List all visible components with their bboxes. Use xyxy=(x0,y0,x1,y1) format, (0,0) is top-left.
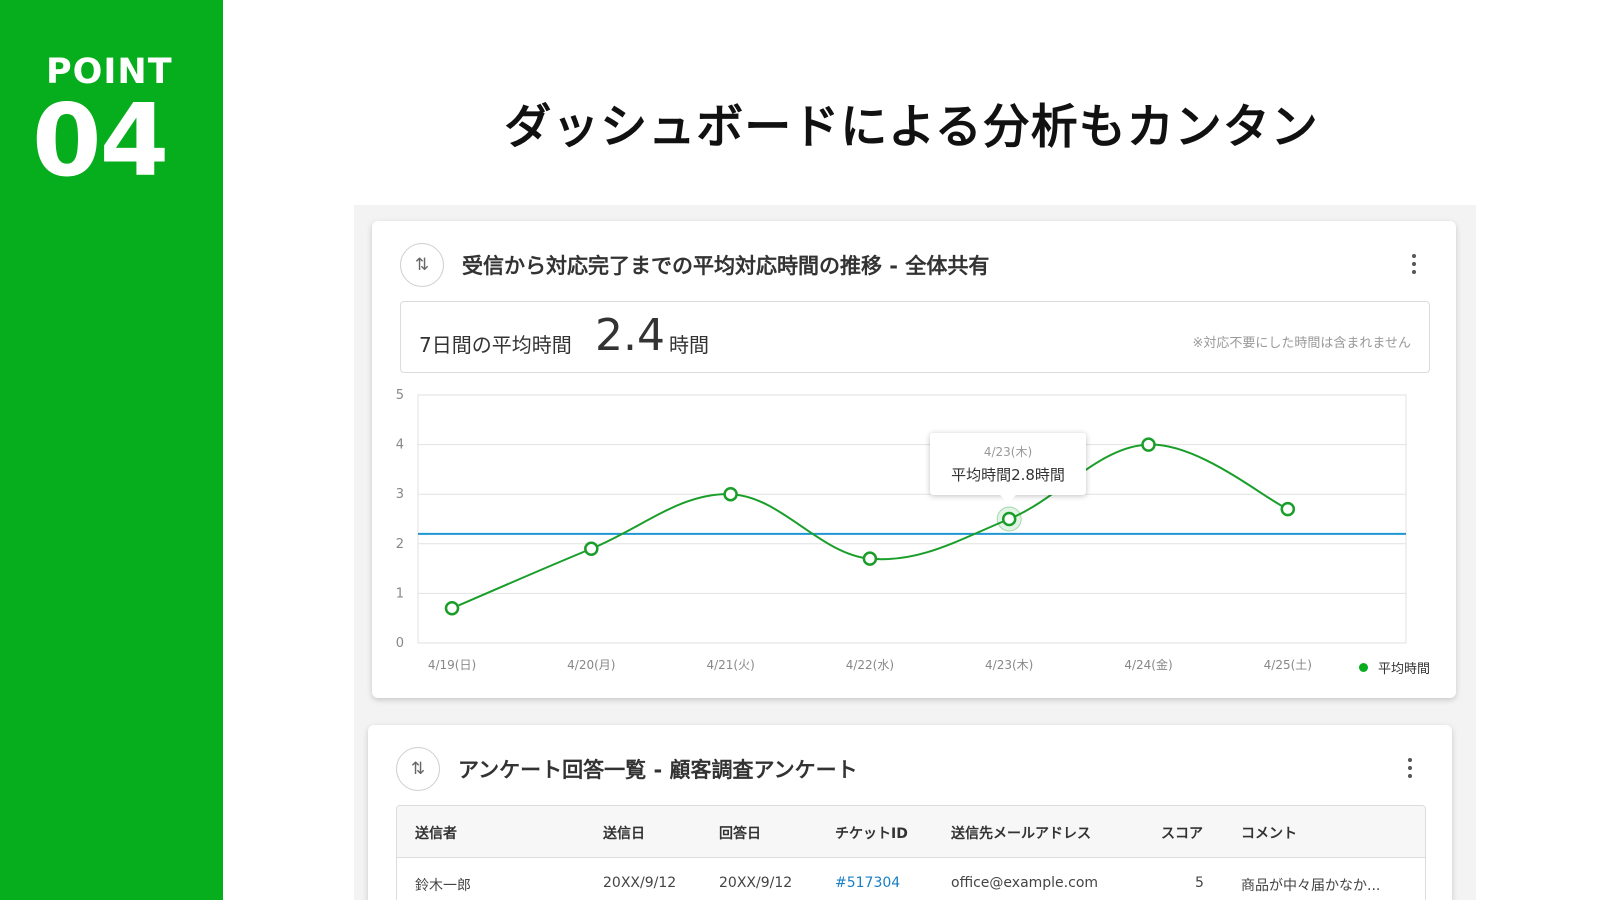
chart-tooltip: 4/23(木) 平均時間2.8時間 xyxy=(930,433,1086,503)
x-tick-label: 4/19(日) xyxy=(428,658,476,672)
point-number: 04 xyxy=(32,82,169,199)
x-tick-label: 4/21(火) xyxy=(706,658,754,672)
y-tick-label: 3 xyxy=(396,487,404,502)
summary-label: 7日間の平均時間 xyxy=(419,333,572,357)
data-point xyxy=(1141,437,1156,452)
card-header: ⇅ 受信から対応完了までの平均対応時間の推移 - 全体共有 xyxy=(400,243,989,287)
card-header: ⇅ アンケート回答一覧 - 顧客調査アンケート xyxy=(396,747,858,791)
table-header-row: 送信者 送信日 回答日 チケットID 送信先メールアドレス スコア コメント xyxy=(397,806,1425,858)
tooltip-arrow xyxy=(1000,495,1016,503)
card-title: アンケート回答一覧 - 顧客調査アンケート xyxy=(458,758,858,782)
x-tick-label: 4/22(水) xyxy=(846,658,894,672)
data-point xyxy=(862,551,878,566)
kebab-menu-icon[interactable] xyxy=(1404,755,1416,781)
column-header[interactable]: スコア xyxy=(1161,826,1203,842)
y-tick-label: 2 xyxy=(396,537,404,552)
cell-score: 5 xyxy=(1195,875,1204,891)
line-chart: 0 1 2 3 4 5 4/19(日) 4/20(月) 4/21(火) 4/22(水) 4/23(木… xyxy=(396,388,1407,672)
y-tick-label: 4 xyxy=(396,438,404,453)
y-tick-label: 5 xyxy=(396,388,404,403)
cell-sender: 鈴木一郎 xyxy=(415,878,471,894)
summary-unit: 時間 xyxy=(669,333,709,357)
point-label: POINT xyxy=(46,52,173,92)
data-point xyxy=(723,486,738,502)
column-header[interactable]: コメント xyxy=(1241,826,1297,842)
cell-email: office@example.com xyxy=(951,875,1099,891)
survey-card: ⇅ アンケート回答一覧 - 顧客調査アンケート 送信者 送信日 回答日 チケット… xyxy=(368,725,1452,900)
tooltip-value: 平均時間2.8時間 xyxy=(951,466,1065,484)
response-time-card: ⇅ 受信から対応完了までの平均対応時間の推移 - 全体共有 7日間の平均時間 2… xyxy=(372,221,1456,698)
summary-value: 2.4 xyxy=(595,310,665,361)
cell-sent-date: 20XX/9/12 xyxy=(603,875,677,891)
column-header[interactable]: チケットID xyxy=(835,826,908,842)
legend-dot xyxy=(1358,663,1368,672)
x-tick-label: 4/24(金) xyxy=(1124,657,1172,672)
legend-label: 平均時間 xyxy=(1377,662,1430,677)
column-header[interactable]: 送信先メールアドレス xyxy=(951,826,1091,842)
survey-table: 送信者 送信日 回答日 チケットID 送信先メールアドレス スコア コメント 鈴… xyxy=(396,805,1426,900)
ticket-id-link[interactable]: #517304 xyxy=(835,875,901,891)
card-title: 受信から対応完了までの平均対応時間の推移 - 全体共有 xyxy=(462,254,990,278)
summary-note: ※対応不要にした時間は含まれません xyxy=(1192,336,1411,351)
x-tick-label: 4/25(土) xyxy=(1264,658,1312,672)
column-header[interactable]: 送信日 xyxy=(603,826,645,842)
column-header[interactable]: 送信者 xyxy=(415,826,457,842)
x-tick-label: 4/20(月) xyxy=(567,658,615,672)
point-badge-panel: POINT 04 xyxy=(0,0,223,900)
sort-arrows-icon[interactable]: ⇅ xyxy=(400,243,444,287)
summary-box: 7日間の平均時間 2.4 時間 ※対応不要にした時間は含まれません xyxy=(400,301,1430,373)
tooltip-date: 4/23(木) xyxy=(983,445,1033,459)
data-point xyxy=(444,601,460,616)
sort-arrows-icon[interactable]: ⇅ xyxy=(396,747,440,791)
chart-legend: 平均時間 xyxy=(1358,658,1430,677)
kebab-menu-icon[interactable] xyxy=(1408,251,1420,277)
y-tick-label: 1 xyxy=(396,586,404,601)
data-point xyxy=(1280,501,1296,517)
cell-answer-date: 20XX/9/12 xyxy=(719,875,793,891)
dashboard-screen: ⇅ 受信から対応完了までの平均対応時間の推移 - 全体共有 7日間の平均時間 2… xyxy=(354,205,1476,900)
page-headline: ダッシュボードによる分析もカンタン xyxy=(504,100,1319,155)
y-tick-label: 0 xyxy=(396,636,404,651)
table-row[interactable]: 鈴木一郎 20XX/9/12 20XX/9/12 #517304 office@… xyxy=(397,858,1425,900)
series-line xyxy=(451,443,1289,610)
data-point xyxy=(1001,511,1017,527)
column-header[interactable]: 回答日 xyxy=(719,826,761,842)
data-point xyxy=(584,541,599,557)
plot-frame xyxy=(417,394,1407,644)
x-tick-label: 4/23(木) xyxy=(985,658,1033,672)
cell-comment: 商品が中々届かなか... xyxy=(1241,878,1381,894)
